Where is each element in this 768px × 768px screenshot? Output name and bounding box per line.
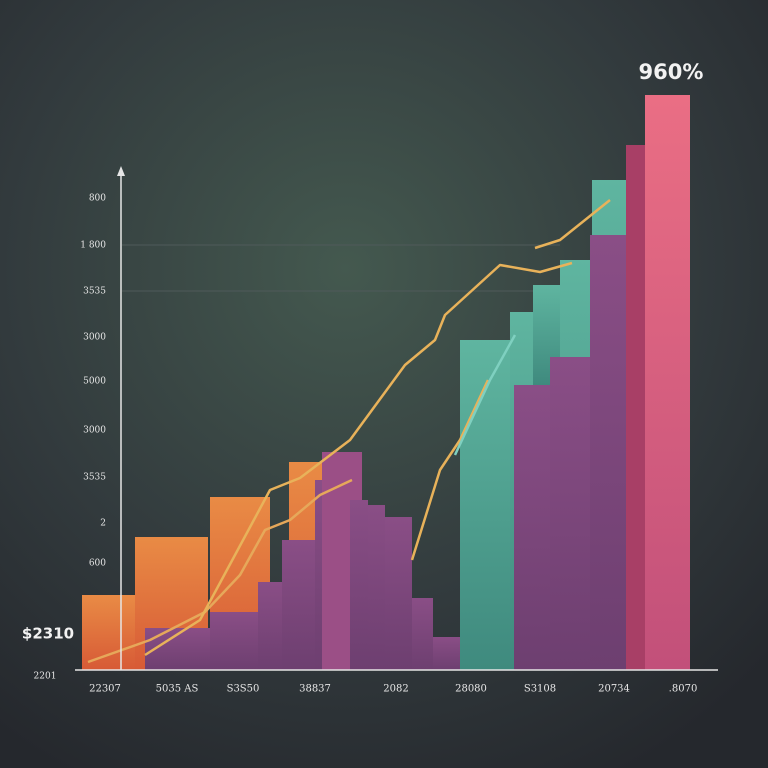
y-axis-label: 600	[89, 559, 106, 569]
y-axis-label: 5000	[83, 377, 106, 387]
bar	[210, 612, 260, 670]
bar	[550, 357, 590, 670]
y-axis-label: 800	[89, 194, 106, 204]
bar	[385, 517, 412, 670]
y-axis-label: 3000	[83, 426, 106, 436]
trend-line	[87, 478, 353, 664]
x-axis-label: S3108	[524, 684, 556, 695]
x-axis-label: .8070	[669, 684, 698, 695]
origin-label: 2201	[34, 672, 57, 682]
x-axis-label: 38837	[299, 684, 331, 695]
bar	[282, 540, 315, 670]
bar	[82, 595, 145, 670]
bars	[82, 95, 690, 670]
axes	[75, 166, 718, 671]
trend-line	[534, 199, 611, 250]
bar	[645, 95, 690, 670]
grid	[122, 244, 560, 292]
y-axis-label: 3535	[83, 287, 106, 297]
x-axis-label: S3S50	[227, 684, 260, 695]
x-axis-label: 20734	[598, 684, 630, 695]
y-axis-label: 3535	[83, 473, 106, 483]
trend-lines	[87, 199, 611, 664]
bar	[350, 500, 368, 670]
bar	[433, 637, 460, 670]
value-label: $2310	[22, 625, 74, 643]
y-axis-label: 2	[100, 519, 106, 529]
x-axis-label: 5035 AS	[156, 684, 199, 695]
bar	[590, 235, 628, 670]
y-axis-label: 1 800	[80, 241, 106, 251]
headline: 960%	[639, 60, 704, 84]
bar	[514, 385, 550, 670]
trend-line	[144, 261, 573, 657]
trend-line	[410, 379, 490, 561]
x-axis-label: 22307	[89, 684, 121, 695]
bar	[412, 598, 433, 670]
bar	[460, 340, 514, 670]
axis-arrow	[117, 166, 125, 176]
trend-line	[453, 334, 517, 456]
x-axis-label: 2082	[383, 684, 408, 695]
y-axis-label: 3000	[83, 333, 106, 343]
bar	[368, 505, 385, 670]
x-axis-label: 28080	[455, 684, 487, 695]
bar	[258, 582, 282, 670]
